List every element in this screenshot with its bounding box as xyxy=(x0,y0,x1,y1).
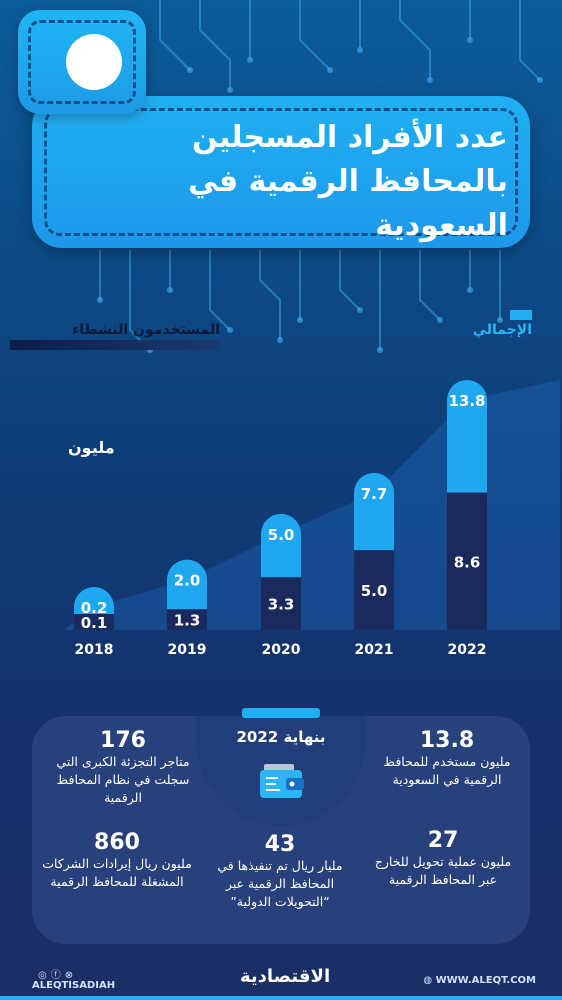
stat-description: متاجر التجزئة الكبرى التي سجلت في نظام ا… xyxy=(56,754,190,805)
stat-description: مليون عملية تحويل للخارج عبر المحافظ الر… xyxy=(374,854,512,887)
logo-badge xyxy=(18,10,146,114)
legend-active-swatch xyxy=(10,340,220,350)
stat-number: 43 xyxy=(264,832,296,857)
footer-handle: ALEQTISADIAH xyxy=(32,980,116,991)
legend-active-label: المستخدمون النشطاء xyxy=(72,322,220,338)
data-label-active: 3.3 xyxy=(268,596,295,614)
bar-chart: 0.20.1 2018 2.0 1.3 2019 5.0 3.3 2020 7.7 5.0 2021… xyxy=(64,380,560,658)
bar-group: 5.0 3.3 2020 xyxy=(261,513,301,658)
center-title: بنهاية 2022 xyxy=(236,728,326,746)
bar-group: 13.8 8.6 2022 xyxy=(447,380,487,658)
globe-icon: ◍ xyxy=(423,975,436,986)
wallet-icon xyxy=(260,764,304,798)
bar-group: 7.7 5.0 2021 xyxy=(354,472,394,658)
center-tab-accent xyxy=(242,708,320,718)
page-title: عدد الأفراد المسجلين بالمحافظ الرقمية في… xyxy=(188,120,508,243)
bar-active xyxy=(261,577,301,630)
data-label-active: 5.0 xyxy=(361,582,388,600)
data-label-active: 0.1 xyxy=(81,614,108,632)
trend-area xyxy=(64,380,560,630)
stat-users: 13.8 مليون مستخدم للمحافظ الرقمية في الس… xyxy=(372,728,522,789)
stat-number: 176 xyxy=(100,728,146,753)
bar-group: 0.20.1 2018 xyxy=(74,586,114,658)
social-icons: ◎ⓕ⊗ xyxy=(38,970,78,981)
bar-active xyxy=(354,550,394,630)
title-dashed-frame xyxy=(44,108,518,236)
data-label-total: 0.2 xyxy=(81,599,108,617)
bottom-accent-bar xyxy=(0,996,562,1000)
stat-retail-stores: 176 متاجر التجزئة الكبرى التي سجلت في نظ… xyxy=(38,728,208,807)
title-card: عدد الأفراد المسجلين بالمحافظ الرقمية في… xyxy=(32,96,530,248)
stat-description: مليار ريال تم تنفيذها في المحافظ الرقمية… xyxy=(217,858,343,909)
stat-number: 860 xyxy=(94,830,140,855)
legend-total-swatch xyxy=(510,310,532,320)
bar-active xyxy=(74,614,114,630)
footer-brand: الاقتصادية xyxy=(240,966,331,987)
bar-group: 2.0 1.3 2019 xyxy=(167,559,207,658)
data-label-total: 5.0 xyxy=(268,526,295,544)
data-label-total: 7.7 xyxy=(361,485,388,503)
stat-revenue: 860 مليون ريال إيرادات الشركات المشغلة ل… xyxy=(42,830,192,891)
bar-active xyxy=(167,609,207,630)
footer-site-text: WWW.ALEQT.COM xyxy=(435,975,536,986)
logo-dashed-frame xyxy=(28,20,136,104)
legend-total-label: الإجمالي xyxy=(472,322,532,338)
stat-description: مليون مستخدم للمحافظ الرقمية في السعودية xyxy=(383,754,511,787)
legend-total: الإجمالي xyxy=(472,310,532,338)
legend-active-users: المستخدمون النشطاء xyxy=(10,322,220,350)
logo-circle-icon xyxy=(66,34,122,90)
x-tick-label: 2022 xyxy=(448,642,487,658)
stat-description: مليون ريال إيرادات الشركات المشغلة للمحا… xyxy=(42,856,192,889)
x-tick-label: 2021 xyxy=(355,642,394,658)
data-label-active: 1.3 xyxy=(174,612,201,630)
unit-label: مليون xyxy=(68,438,115,457)
stat-international-transfers: 43 مليار ريال تم تنفيذها في المحافظ الرق… xyxy=(200,832,360,911)
data-label-total: 2.0 xyxy=(174,572,201,590)
stat-number: 13.8 xyxy=(419,728,475,753)
bar-active xyxy=(447,492,487,630)
x-tick-label: 2020 xyxy=(262,642,301,658)
stat-number: 27 xyxy=(427,828,459,853)
data-label-active: 8.6 xyxy=(454,553,481,571)
stat-transfer-operations: 27 مليون عملية تحويل للخارج عبر المحافظ … xyxy=(368,828,518,889)
x-tick-label: 2019 xyxy=(168,642,207,658)
x-tick-label: 2018 xyxy=(75,642,114,658)
footer-site: ◍ WWW.ALEQT.COM xyxy=(423,975,536,986)
data-label-total: 13.8 xyxy=(448,392,485,410)
